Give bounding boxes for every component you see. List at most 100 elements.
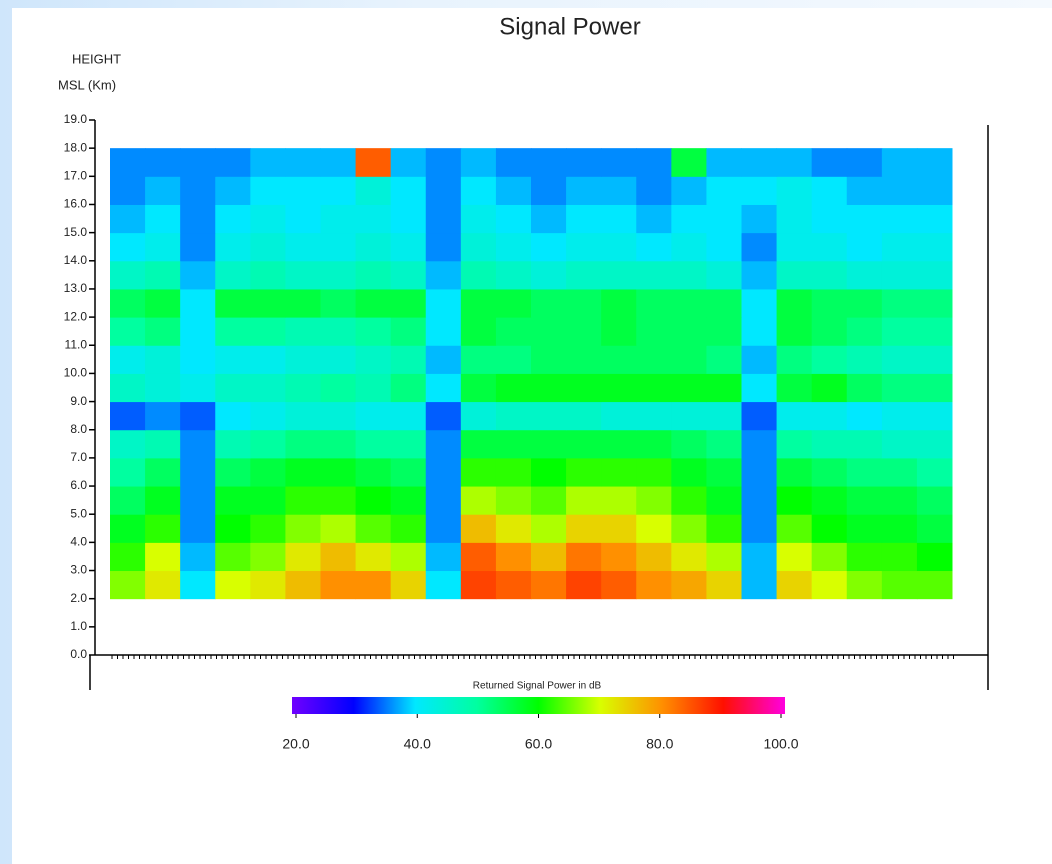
heatmap-cell bbox=[355, 542, 392, 572]
heatmap-cell bbox=[425, 429, 462, 459]
heatmap-cell bbox=[110, 204, 146, 234]
heatmap-cell bbox=[531, 514, 567, 543]
heatmap-cell bbox=[741, 486, 778, 515]
heatmap-cell bbox=[110, 232, 146, 262]
heatmap-cell bbox=[671, 401, 707, 431]
heatmap-cell bbox=[846, 232, 883, 262]
heatmap-cell bbox=[495, 457, 532, 487]
heatmap-cell bbox=[145, 317, 181, 346]
heatmap-cell bbox=[531, 260, 567, 290]
heatmap-cell bbox=[741, 148, 778, 177]
heatmap-cell bbox=[811, 401, 848, 431]
heatmap-cell bbox=[846, 429, 883, 459]
heatmap-cell bbox=[531, 457, 567, 487]
heatmap-cell bbox=[846, 514, 883, 543]
heatmap-cell bbox=[355, 570, 392, 600]
heatmap-cell bbox=[566, 570, 602, 600]
heatmap-cell bbox=[320, 401, 357, 431]
heatmap-cell bbox=[916, 486, 953, 515]
heatmap-cell bbox=[390, 401, 427, 431]
heatmap-cell bbox=[671, 373, 707, 403]
heatmap-cell bbox=[250, 345, 286, 374]
heatmap-cell bbox=[355, 514, 392, 543]
heatmap-cell bbox=[741, 288, 778, 318]
heatmap-cell bbox=[215, 232, 251, 262]
heatmap-cell bbox=[776, 345, 813, 374]
heatmap-cell bbox=[916, 176, 953, 205]
heatmap-cell bbox=[706, 401, 742, 431]
heatmap-cell bbox=[531, 176, 567, 205]
heatmap-cell bbox=[566, 317, 602, 346]
colorbar-tick-label: 20.0 bbox=[282, 736, 309, 752]
heatmap-cell bbox=[320, 176, 357, 205]
heatmap-cell bbox=[706, 542, 742, 572]
heatmap-cell bbox=[706, 260, 742, 290]
heatmap-cell bbox=[285, 401, 321, 431]
y-tick-label: 1.0 bbox=[70, 619, 87, 633]
heatmap-cell bbox=[881, 429, 918, 459]
heatmap-cell bbox=[566, 232, 602, 262]
colorbar-tick-label: 40.0 bbox=[404, 736, 431, 752]
heatmap-cell bbox=[425, 486, 462, 515]
heatmap-cell bbox=[215, 401, 251, 431]
heatmap-cell bbox=[706, 288, 742, 318]
heatmap-cell bbox=[881, 317, 918, 346]
heatmap-cell bbox=[811, 429, 848, 459]
heatmap-cell bbox=[250, 232, 286, 262]
y-tick-label: 11.0 bbox=[65, 337, 88, 351]
heatmap-cell bbox=[285, 345, 321, 374]
heatmap-cell bbox=[706, 457, 742, 487]
y-tick-label: 16.0 bbox=[64, 197, 88, 211]
heatmap-cell bbox=[601, 288, 637, 318]
colorbar bbox=[292, 697, 785, 714]
heatmap-cell bbox=[180, 570, 216, 600]
heatmap-cell bbox=[916, 232, 953, 262]
heatmap-cell bbox=[495, 345, 532, 374]
heatmap-cell bbox=[145, 401, 181, 431]
heatmap-cell bbox=[741, 401, 778, 431]
heatmap-cell bbox=[460, 288, 497, 318]
heatmap-cell bbox=[811, 570, 848, 600]
heatmap-cell bbox=[460, 373, 497, 403]
heatmap-cell bbox=[636, 260, 672, 290]
heatmap-cell bbox=[531, 542, 567, 572]
heatmap-cell bbox=[355, 176, 392, 205]
heatmap-cell bbox=[390, 288, 427, 318]
heatmap-cell bbox=[145, 176, 181, 205]
heatmap-cell bbox=[881, 176, 918, 205]
heatmap-cell bbox=[355, 373, 392, 403]
y-tick-label: 15.0 bbox=[64, 225, 88, 239]
heatmap-cell bbox=[566, 542, 602, 572]
heatmap-cell bbox=[180, 232, 216, 262]
heatmap-cell bbox=[916, 148, 953, 177]
y-tick-label: 9.0 bbox=[70, 394, 87, 408]
heatmap-cell bbox=[706, 570, 742, 600]
y-tick-label: 8.0 bbox=[70, 422, 87, 436]
heatmap-cell bbox=[390, 148, 427, 177]
heatmap-cell bbox=[671, 345, 707, 374]
heatmap-cell bbox=[776, 514, 813, 543]
heatmap-cell bbox=[601, 317, 637, 346]
heatmap-cell bbox=[881, 373, 918, 403]
heatmap-cell bbox=[811, 204, 848, 234]
heatmap-cell bbox=[215, 457, 251, 487]
y-tick-label: 3.0 bbox=[70, 563, 87, 577]
heatmap-cell bbox=[250, 514, 286, 543]
heatmap-cell bbox=[776, 148, 813, 177]
heatmap-cell bbox=[460, 486, 497, 515]
heatmap-cell bbox=[460, 345, 497, 374]
heatmap-cell bbox=[215, 288, 251, 318]
heatmap-cell bbox=[846, 486, 883, 515]
heatmap-cell bbox=[390, 373, 427, 403]
heatmap-cell bbox=[355, 317, 392, 346]
heatmap-cell bbox=[741, 317, 778, 346]
heatmap-cell bbox=[741, 570, 778, 600]
heatmap-cell bbox=[320, 260, 357, 290]
heatmap-cell bbox=[390, 457, 427, 487]
heatmap-cell bbox=[180, 176, 216, 205]
heatmap-cell bbox=[636, 401, 672, 431]
heatmap-cell bbox=[811, 176, 848, 205]
heatmap-cell bbox=[846, 148, 883, 177]
heatmap-cell bbox=[320, 457, 357, 487]
heatmap-cell bbox=[110, 373, 146, 403]
